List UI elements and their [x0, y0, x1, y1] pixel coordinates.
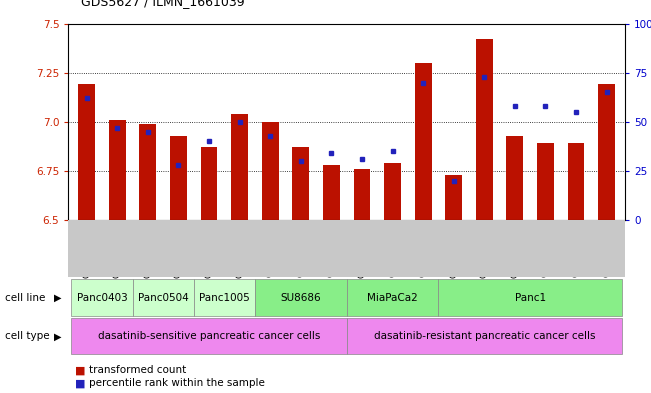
- Bar: [109, 120, 126, 220]
- Bar: [598, 84, 615, 220]
- Bar: [231, 114, 248, 220]
- Text: ▶: ▶: [53, 331, 61, 342]
- Text: cell type: cell type: [5, 331, 50, 342]
- Bar: [476, 39, 493, 220]
- Text: dasatinib-sensitive pancreatic cancer cells: dasatinib-sensitive pancreatic cancer ce…: [98, 331, 320, 342]
- Text: ▶: ▶: [53, 293, 61, 303]
- Text: percentile rank within the sample: percentile rank within the sample: [89, 378, 265, 388]
- Bar: [78, 84, 95, 220]
- Bar: [353, 169, 370, 220]
- Bar: [201, 147, 217, 220]
- Text: GDS5627 / ILMN_1661039: GDS5627 / ILMN_1661039: [81, 0, 245, 8]
- Bar: [537, 143, 554, 220]
- Bar: [506, 136, 523, 220]
- Text: Panc1005: Panc1005: [199, 293, 250, 303]
- Bar: [445, 175, 462, 220]
- Text: transformed count: transformed count: [89, 365, 186, 375]
- Text: SU8686: SU8686: [281, 293, 321, 303]
- Text: Panc0504: Panc0504: [138, 293, 189, 303]
- Bar: [568, 143, 585, 220]
- Text: cell line: cell line: [5, 293, 46, 303]
- Bar: [323, 165, 340, 220]
- Text: Panc1: Panc1: [514, 293, 546, 303]
- Bar: [170, 136, 187, 220]
- Text: ■: ■: [75, 365, 85, 375]
- Text: MiaPaCa2: MiaPaCa2: [367, 293, 418, 303]
- Bar: [139, 124, 156, 220]
- Text: ■: ■: [75, 378, 85, 388]
- Text: Panc0403: Panc0403: [77, 293, 128, 303]
- Bar: [384, 163, 401, 220]
- Bar: [415, 63, 432, 220]
- Bar: [262, 122, 279, 220]
- Bar: [292, 147, 309, 220]
- Text: dasatinib-resistant pancreatic cancer cells: dasatinib-resistant pancreatic cancer ce…: [374, 331, 595, 342]
